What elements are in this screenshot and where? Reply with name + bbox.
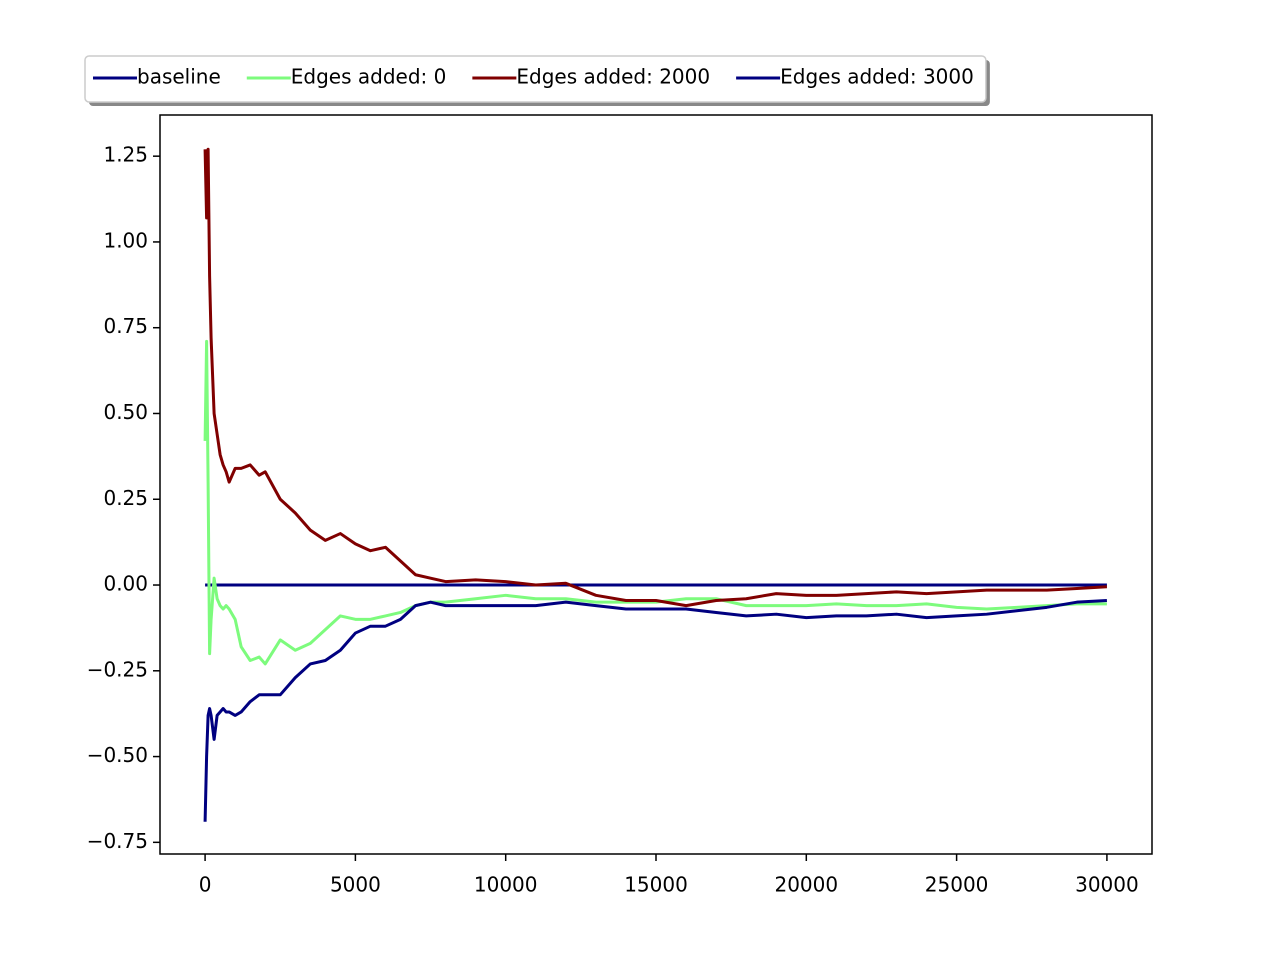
x-tick-label: 15000 xyxy=(624,873,688,897)
legend-label: Edges added: 2000 xyxy=(516,65,710,89)
y-tick-label: −0.50 xyxy=(87,743,148,767)
series-line xyxy=(203,339,1107,666)
y-tick-label: −0.75 xyxy=(87,829,148,853)
y-tick-label: 1.25 xyxy=(103,143,148,167)
series-line xyxy=(203,598,1107,822)
plot-area xyxy=(203,147,1107,822)
x-tick-label: 0 xyxy=(199,873,212,897)
legend-label: Edges added: 0 xyxy=(291,65,447,89)
x-tick-label: 25000 xyxy=(925,873,989,897)
legend: baseline Edges added: 0 Edges added: 2000 E… xyxy=(84,55,990,106)
x-tick-label: 30000 xyxy=(1075,873,1139,897)
series-line xyxy=(203,147,1107,608)
y-tick-label: 0.50 xyxy=(103,400,148,424)
legend-box xyxy=(84,55,987,103)
legend-label: baseline xyxy=(137,65,221,89)
x-tick-label: 20000 xyxy=(774,873,838,897)
y-tick-label: 0.00 xyxy=(103,572,148,596)
y-tick-label: 0.75 xyxy=(103,314,148,338)
y-tick-label: 0.25 xyxy=(103,486,148,510)
x-tick-label: 10000 xyxy=(474,873,538,897)
legend-label: Edges added: 3000 xyxy=(780,65,974,89)
x-tick-label: 5000 xyxy=(330,873,381,897)
y-tick-label: −0.25 xyxy=(87,657,148,681)
y-tick-label: 1.00 xyxy=(103,228,148,252)
